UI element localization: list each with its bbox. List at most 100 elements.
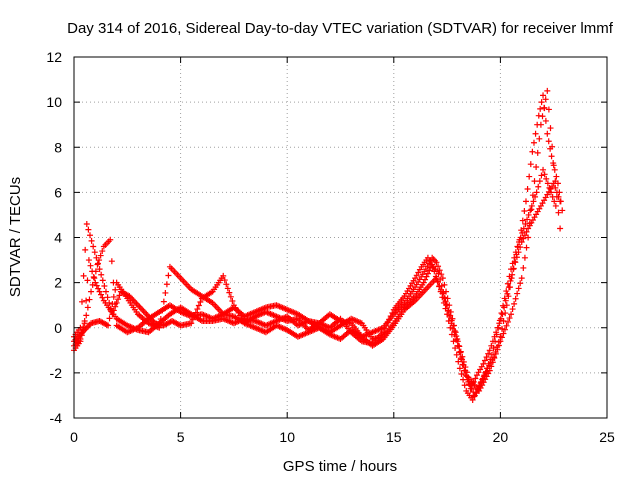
data-point xyxy=(457,348,464,355)
data-point xyxy=(512,295,519,302)
axis-ticks: 0 5 10 15 20 25 -4 -2 0 2 4 6 8 10 12 xyxy=(46,49,615,445)
y-tick-label: 6 xyxy=(54,184,62,200)
data-point xyxy=(544,87,551,94)
data-point xyxy=(82,246,89,253)
data-point xyxy=(524,216,531,223)
x-tick-label: 10 xyxy=(279,429,295,445)
data-point xyxy=(486,347,493,354)
data-point xyxy=(102,288,109,295)
data-point xyxy=(529,148,536,155)
data-point xyxy=(503,322,510,329)
x-tick-label: 20 xyxy=(493,429,509,445)
data-point xyxy=(439,290,446,297)
data-point xyxy=(194,306,201,313)
data-point xyxy=(77,338,84,345)
data-point xyxy=(542,117,549,124)
data-point xyxy=(85,226,92,233)
data-point xyxy=(105,322,112,329)
data-point xyxy=(539,113,546,120)
data-point xyxy=(420,279,427,286)
data-point xyxy=(459,353,466,360)
data-point xyxy=(536,178,543,185)
data-point xyxy=(530,198,537,205)
data-point xyxy=(524,185,531,192)
data-point xyxy=(108,258,115,265)
y-tick-label: 2 xyxy=(54,275,62,291)
data-point xyxy=(93,254,100,261)
data-point xyxy=(386,316,393,323)
data-point xyxy=(441,281,448,288)
data-point xyxy=(444,311,451,318)
data-point xyxy=(507,277,514,284)
data-point xyxy=(97,252,104,259)
data-series xyxy=(71,87,566,403)
data-point xyxy=(489,338,496,345)
data-point xyxy=(436,282,443,289)
data-point xyxy=(383,322,390,329)
data-point xyxy=(541,104,548,111)
data-point xyxy=(92,268,99,275)
data-point xyxy=(526,173,533,180)
data-point xyxy=(489,359,496,366)
data-point xyxy=(188,320,195,327)
data-point xyxy=(90,243,97,250)
data-point xyxy=(113,299,120,306)
data-point xyxy=(424,254,431,261)
data-point xyxy=(441,294,448,301)
data-point xyxy=(480,360,487,367)
data-point xyxy=(433,275,440,282)
data-point xyxy=(534,149,541,156)
series-2 xyxy=(71,166,559,403)
data-point xyxy=(517,244,524,251)
data-point xyxy=(78,298,85,305)
data-point xyxy=(101,283,108,290)
data-point xyxy=(515,249,522,256)
data-point xyxy=(502,297,509,304)
data-point xyxy=(427,264,434,271)
data-point xyxy=(488,342,495,349)
data-point xyxy=(551,198,558,205)
x-tick-label: 5 xyxy=(177,429,185,445)
data-point xyxy=(525,234,532,241)
data-point xyxy=(548,153,555,160)
x-axis-title: GPS time / hours xyxy=(283,458,397,475)
data-point xyxy=(80,272,87,279)
data-point xyxy=(462,364,469,371)
data-point xyxy=(81,320,88,327)
data-point xyxy=(221,277,228,284)
data-point xyxy=(197,298,204,305)
data-point xyxy=(84,277,91,284)
data-point xyxy=(499,311,506,318)
data-point xyxy=(96,288,103,295)
data-point xyxy=(93,282,100,289)
data-point xyxy=(520,235,527,242)
data-point xyxy=(552,202,559,209)
data-point xyxy=(494,324,501,331)
data-point xyxy=(522,198,529,205)
x-tick-label: 15 xyxy=(386,429,402,445)
data-point xyxy=(531,178,538,185)
data-point xyxy=(426,258,433,265)
data-point xyxy=(533,189,540,196)
data-point xyxy=(497,315,504,322)
data-point xyxy=(511,300,518,307)
data-point xyxy=(86,232,93,239)
data-point xyxy=(426,267,433,274)
data-point xyxy=(165,272,172,279)
data-point xyxy=(91,249,98,256)
data-point xyxy=(87,262,94,269)
data-point xyxy=(95,285,102,292)
data-point xyxy=(106,315,113,322)
data-point xyxy=(107,305,114,312)
data-point xyxy=(501,326,508,333)
data-point xyxy=(109,301,116,308)
data-point xyxy=(424,270,431,277)
data-point xyxy=(98,291,105,298)
data-point xyxy=(545,106,552,113)
data-point xyxy=(501,304,508,311)
data-point xyxy=(458,371,465,378)
data-point xyxy=(84,304,91,311)
data-point xyxy=(434,278,441,285)
data-point xyxy=(99,277,106,284)
data-point xyxy=(491,355,498,362)
